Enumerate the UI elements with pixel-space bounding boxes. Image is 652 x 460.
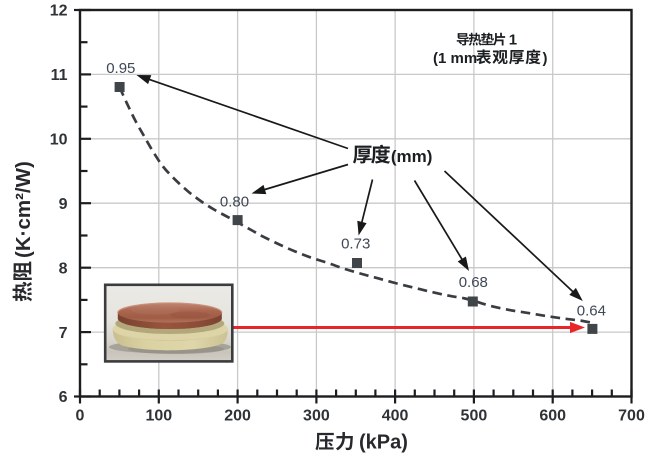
svg-text:700: 700	[618, 408, 645, 425]
svg-text:(kPa): (kPa)	[359, 432, 408, 454]
svg-text:100: 100	[145, 408, 172, 425]
svg-text:11: 11	[51, 67, 68, 84]
svg-text:0.68: 0.68	[459, 274, 488, 291]
svg-text:7: 7	[59, 325, 68, 342]
svg-text:300: 300	[303, 408, 330, 425]
svg-text:1: 1	[509, 31, 517, 48]
svg-text:(K·cm²/W): (K·cm²/W)	[12, 161, 35, 258]
svg-text:12: 12	[50, 3, 68, 20]
svg-text:0.80: 0.80	[220, 194, 249, 211]
svg-text:9: 9	[59, 196, 68, 213]
svg-text:0.95: 0.95	[106, 60, 135, 77]
svg-text:500: 500	[461, 408, 488, 425]
svg-text:): )	[543, 50, 548, 67]
svg-text:10: 10	[50, 132, 68, 149]
svg-text:8: 8	[59, 260, 68, 277]
svg-text:200: 200	[224, 408, 251, 425]
svg-text:400: 400	[382, 408, 409, 425]
svg-text:0: 0	[76, 408, 85, 425]
svg-text:(mm): (mm)	[391, 147, 433, 166]
svg-text:(1 mm: (1 mm	[433, 50, 477, 67]
svg-text:0.64: 0.64	[577, 303, 606, 320]
svg-text:600: 600	[539, 408, 566, 425]
svg-text:6: 6	[59, 389, 68, 406]
svg-text:0.73: 0.73	[341, 236, 370, 253]
